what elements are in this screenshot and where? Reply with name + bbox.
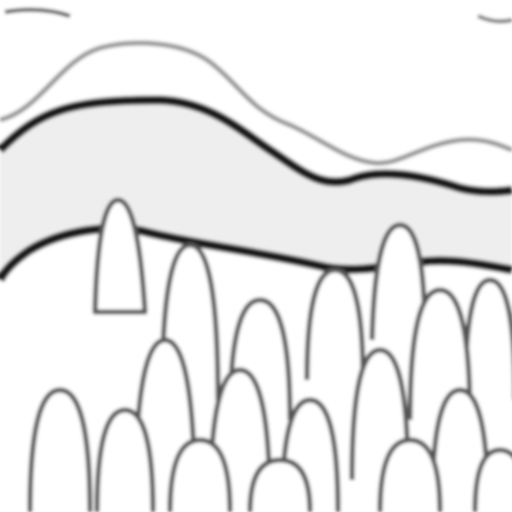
tree <box>472 447 512 512</box>
top-stroke <box>4 7 71 18</box>
tree <box>92 197 148 315</box>
tree <box>429 387 491 512</box>
ridge-top <box>0 95 512 197</box>
tree <box>407 287 473 421</box>
ridge-band <box>0 100 512 280</box>
tree <box>94 407 156 512</box>
tree <box>369 222 428 341</box>
tree <box>27 387 93 512</box>
tree <box>304 267 366 381</box>
tree <box>462 277 512 401</box>
tree <box>377 437 443 512</box>
tree <box>167 437 233 512</box>
top-mark <box>477 14 512 24</box>
far-ridge <box>0 40 512 166</box>
tree <box>247 457 313 512</box>
